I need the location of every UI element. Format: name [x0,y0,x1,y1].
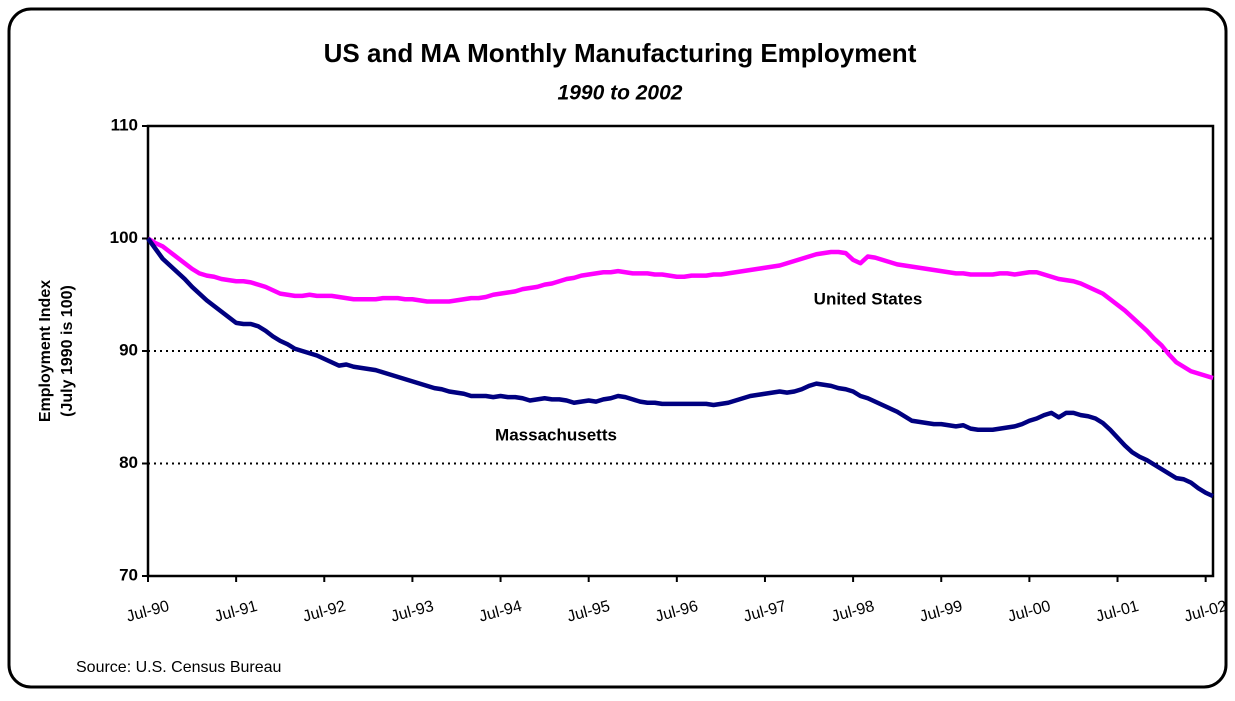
y-tick-label: 70 [119,565,138,584]
chart-title: US and MA Monthly Manufacturing Employme… [324,38,917,68]
series-line [146,236,1214,381]
series-line [146,237,1214,499]
y-tick-label: 100 [110,228,138,247]
y-tick-label: 90 [119,340,138,359]
plot-border [146,124,1215,578]
y-axis-title-line: (July 1990 is 100) [59,285,76,417]
series-label: United States [814,289,923,308]
plot-area [148,126,1213,576]
y-tick-label: 80 [119,453,138,472]
chart-subtitle: 1990 to 2002 [558,82,683,105]
y-tick-label: 110 [111,115,138,134]
source-note: Source: U.S. Census Bureau [76,659,281,676]
y-axis-title: Employment Index (July 1990 is 100) [37,280,76,422]
y-axis-title-line: Employment Index [37,280,54,422]
series-label: Massachusetts [495,425,617,444]
